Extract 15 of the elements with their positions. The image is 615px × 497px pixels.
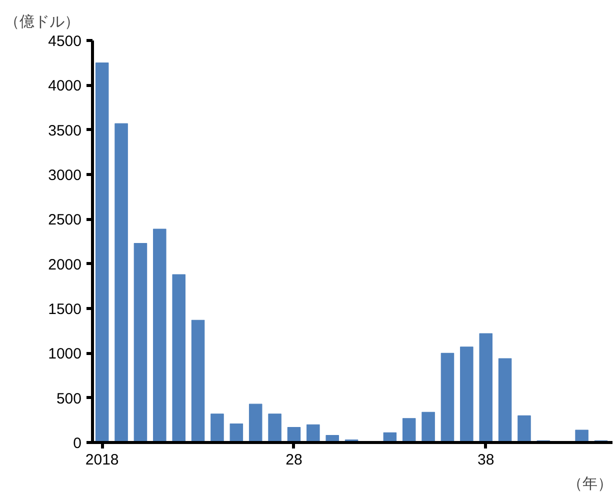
y-tick-label: 4500: [48, 33, 82, 50]
y-tick-label: 3500: [48, 122, 82, 140]
x-tick-label: 28: [286, 452, 302, 468]
x-tick-label: 38: [478, 452, 494, 468]
y-tick-label: 2500: [48, 212, 82, 229]
x-tick-label: 2018: [85, 452, 119, 468]
y-tick-label: 500: [56, 390, 82, 408]
y-tick-label: 1500: [48, 301, 82, 318]
y-tick-label: 1000: [48, 346, 82, 363]
y-tick-label: 2000: [48, 256, 82, 274]
y-tick-label: 3000: [48, 167, 82, 184]
y-tick-label: 0: [73, 435, 82, 452]
x-axis-title: （年）: [568, 474, 612, 492]
y-axis-title: （億ドル）: [4, 12, 80, 30]
y-tick-label: 4000: [48, 78, 82, 95]
